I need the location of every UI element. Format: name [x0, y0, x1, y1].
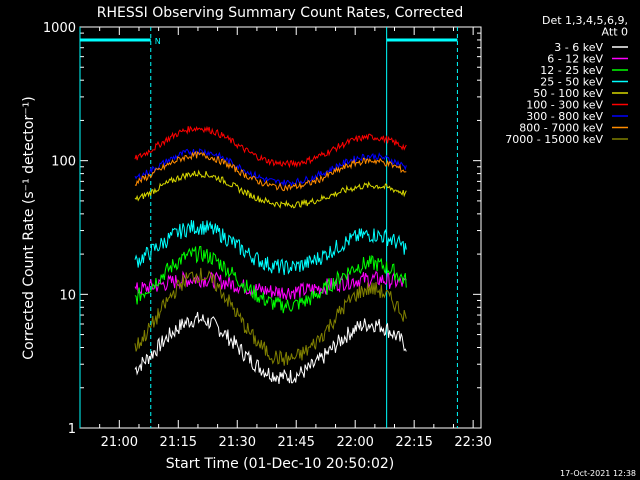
flag-marker: N — [155, 37, 161, 46]
x-tick-label: 22:30 — [454, 435, 491, 450]
legend-entry-label: 7000 - 15000 keV — [505, 133, 603, 146]
legend-entry-label: 6 - 12 keV — [547, 53, 603, 66]
series-line-8 — [134, 267, 407, 366]
x-tick-label: 21:15 — [160, 435, 197, 450]
x-axis-ticks: 21:00 21:15 21:30 21:45 22:00 22:15 22:30 — [79, 27, 492, 450]
series-line-2 — [134, 246, 407, 314]
legend-entry-label: 800 - 7000 keV — [519, 122, 603, 135]
y-tick-label: 100 — [51, 155, 76, 170]
legend-entry-label: 50 - 100 keV — [533, 87, 603, 100]
x-tick-label: 21:45 — [277, 435, 314, 450]
series-line-7 — [134, 150, 407, 192]
x-tick-label: 22:00 — [336, 435, 373, 450]
series-line-0 — [134, 311, 407, 384]
x-tick-label: 22:15 — [395, 435, 432, 450]
y-tick-label: 10 — [59, 288, 76, 303]
series-line-5 — [134, 125, 407, 169]
series-line-4 — [134, 169, 407, 209]
legend-entry-label: 300 - 800 keV — [526, 110, 603, 123]
plot-frame — [79, 26, 482, 429]
footer-timestamp: 17-Oct-2021 12:38 — [560, 469, 636, 478]
x-tick-label: 21:00 — [101, 435, 138, 450]
y-axis-ticks: 1 10 100 1000 — [43, 21, 481, 437]
y-axis-title: Corrected Count Rate (s⁻¹ detector⁻¹) — [21, 96, 37, 359]
legend-entry-label: 25 - 50 keV — [540, 76, 603, 89]
flag-lines: N — [79, 27, 458, 428]
legend-header: Det 1,3,4,5,6,9, — [542, 14, 628, 27]
x-axis-title: Start Time (01-Dec-10 20:50:02) — [166, 456, 394, 472]
y-tick-label: 1000 — [43, 21, 76, 36]
y-tick-label: 1 — [68, 422, 76, 437]
legend-header: Att 0 — [602, 26, 628, 39]
legend-entry-label: 12 - 25 keV — [540, 64, 603, 77]
x-tick-label: 21:30 — [219, 435, 256, 450]
series-lines — [134, 125, 407, 384]
legend-entry-label: 100 - 300 keV — [526, 99, 603, 112]
series-line-3 — [134, 220, 407, 276]
legend-entry-label: 3 - 6 keV — [554, 41, 603, 54]
series-line-6 — [134, 148, 407, 188]
chart-title: RHESSI Observing Summary Count Rates, Co… — [97, 5, 463, 21]
